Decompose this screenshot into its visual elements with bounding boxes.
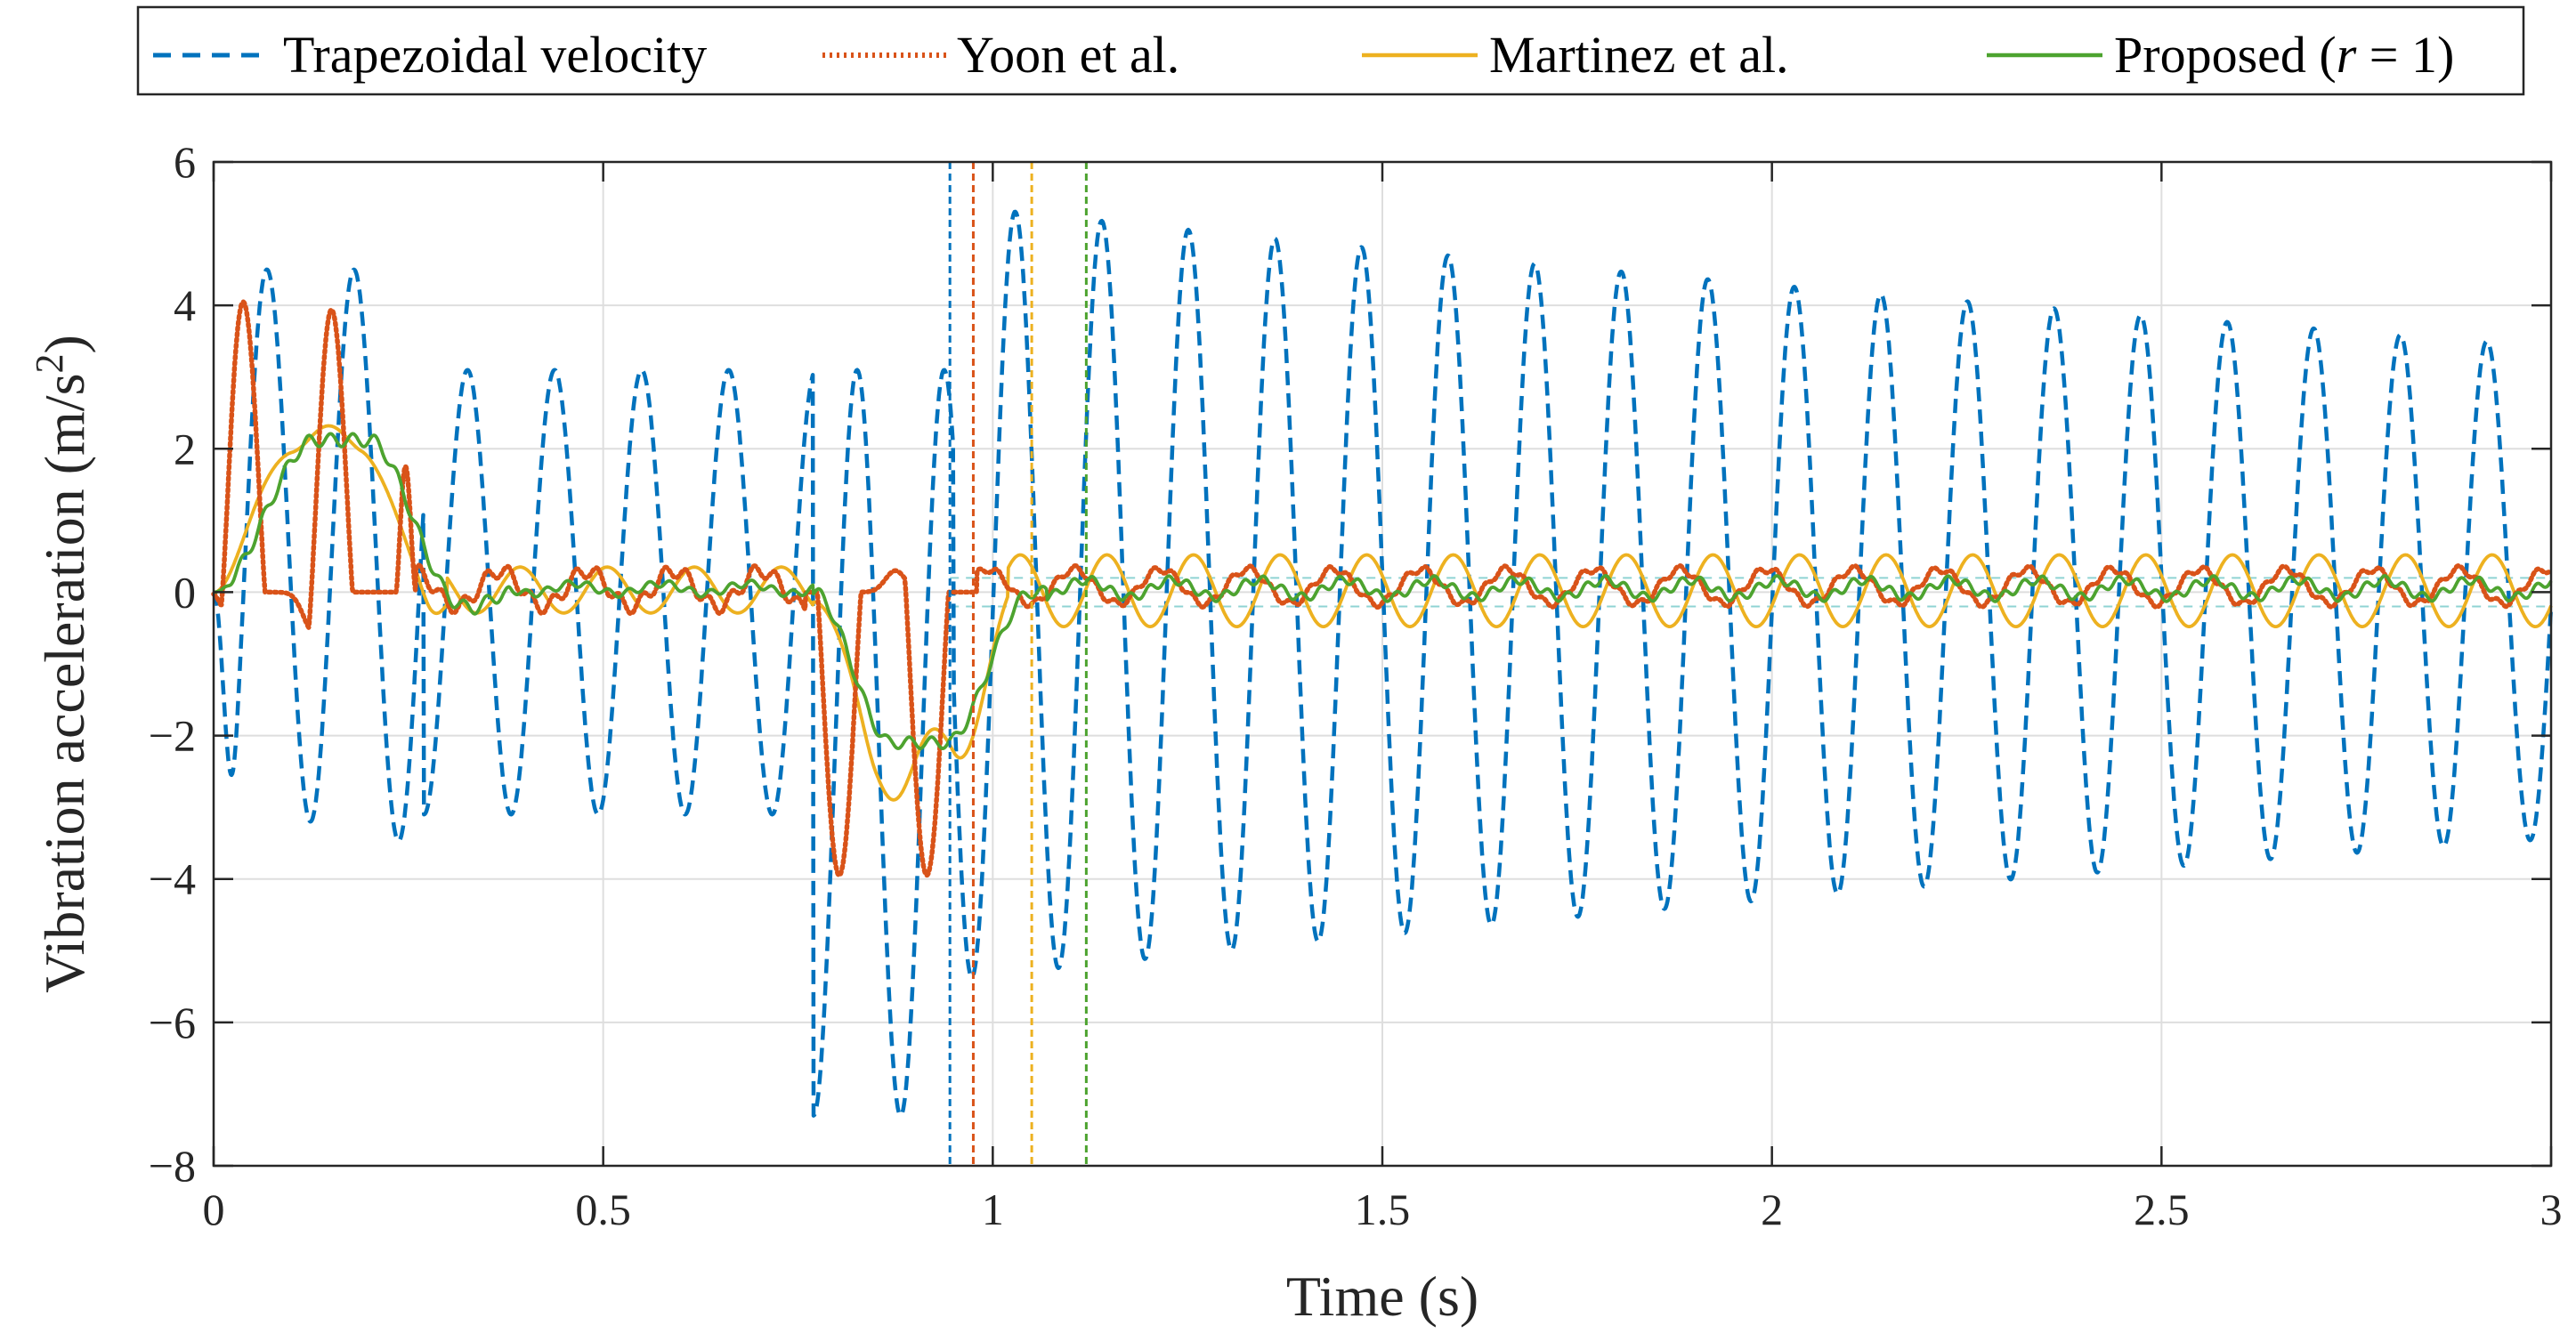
residual-tolerance-band — [950, 577, 2551, 608]
series-line-yoon — [211, 299, 2554, 878]
legend-label-proposed-rest: = 1) — [2356, 26, 2454, 84]
y-tick-label: −8 — [149, 1141, 196, 1191]
y-tick-label: 2 — [174, 424, 196, 473]
x-tick-label: 3 — [2540, 1184, 2563, 1234]
y-tick-label: 4 — [174, 280, 196, 330]
y-tick-label: 6 — [174, 137, 196, 187]
y-axis-title: Vibration acceleration (m/s2) — [28, 335, 96, 993]
x-tick-label: 0 — [203, 1184, 225, 1234]
legend-label-proposed-main: Proposed ( — [2114, 26, 2337, 84]
legend-label-trapezoidal: Trapezoidal velocity — [283, 26, 707, 84]
y-axis-title-close: ) — [33, 335, 96, 353]
legend-label-proposed-var: r — [2337, 26, 2357, 84]
x-axis-title: Time (s) — [1286, 1265, 1478, 1328]
y-axis-title-main: Vibration acceleration (m/s — [33, 374, 96, 993]
x-tick-label: 1 — [982, 1184, 1004, 1234]
legend-label-martinez: Martinez et al. — [1489, 26, 1789, 84]
x-tick-label: 2.5 — [2134, 1184, 2190, 1234]
y-tick-label: −4 — [149, 854, 196, 904]
settling-time-markers — [948, 162, 1088, 1166]
series-group — [211, 209, 2554, 1118]
ticks: 0 0.5 1 1.5 2 2.5 3 −8 −6 −4 −2 0 2 4 6 — [149, 137, 2563, 1234]
y-tick-label: −6 — [149, 998, 196, 1047]
legend-box — [136, 5, 2525, 96]
y-tick-label: −2 — [149, 711, 196, 761]
legend-label-yoon: Yoon et al. — [957, 26, 1179, 84]
legend-label-proposed: Proposed (r = 1) — [2114, 26, 2454, 84]
series-line-proposed — [213, 432, 2553, 750]
x-tick-label: 0.5 — [575, 1184, 631, 1234]
legend: Trapezoidal velocity Yoon et al. Martine… — [136, 5, 2525, 96]
series-line-martinez — [213, 424, 2553, 802]
y-axis-title-superscript: 2 — [28, 354, 71, 374]
x-tick-label: 2 — [1761, 1184, 1783, 1234]
y-tick-label: 0 — [174, 567, 196, 617]
x-tick-label: 1.5 — [1355, 1184, 1411, 1234]
